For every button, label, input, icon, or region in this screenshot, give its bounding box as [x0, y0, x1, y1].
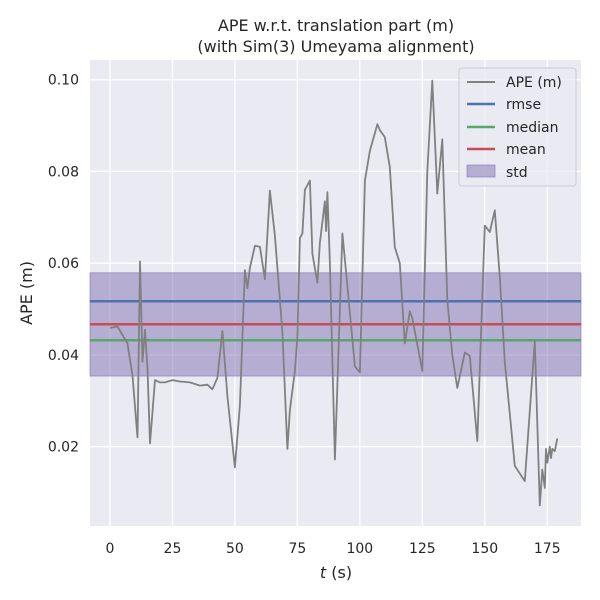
x-axis-unit: (s)	[326, 563, 352, 582]
chart-subtitle: (with Sim(3) Umeyama alignment)	[197, 37, 474, 56]
x-tick-label: 150	[471, 541, 498, 557]
x-tick-label: 125	[409, 541, 436, 557]
x-tick-label: 0	[106, 541, 115, 557]
legend-label-median: median	[506, 120, 558, 136]
y-tick-label: 0.08	[48, 164, 79, 180]
y-tick-label: 0.04	[48, 348, 79, 364]
legend-label-mean: mean	[506, 142, 546, 158]
y-tick-label: 0.10	[48, 73, 79, 89]
y-tick-labels: 0.02 0.04 0.06 0.08 0.10	[48, 73, 79, 456]
x-tick-labels: 0 25 50 75 100 125 150 175	[106, 541, 561, 557]
y-axis-label: APE (m)	[17, 261, 36, 325]
x-tick-label: 25	[164, 541, 182, 557]
legend-label-ape: APE (m)	[506, 75, 562, 91]
x-tick-label: 100	[346, 541, 373, 557]
chart-title: APE w.r.t. translation part (m)	[218, 16, 454, 35]
x-tick-label: 175	[534, 541, 561, 557]
x-tick-label: 50	[226, 541, 244, 557]
y-tick-label: 0.02	[48, 440, 79, 456]
x-axis-label: t (s)	[320, 563, 352, 582]
y-tick-label: 0.06	[48, 256, 79, 272]
stat-lines-layer	[90, 300, 581, 342]
legend: APE (m) rmse median mean std	[458, 67, 577, 187]
legend-swatch-std	[466, 164, 496, 178]
x-tick-label: 75	[288, 541, 306, 557]
legend-frame	[458, 67, 577, 187]
series-line-ape	[109, 79, 559, 507]
legend-label-rmse: rmse	[506, 97, 541, 113]
x-axis-variable: t	[320, 563, 327, 582]
series-layer	[109, 79, 559, 507]
legend-label-std: std	[506, 165, 528, 181]
